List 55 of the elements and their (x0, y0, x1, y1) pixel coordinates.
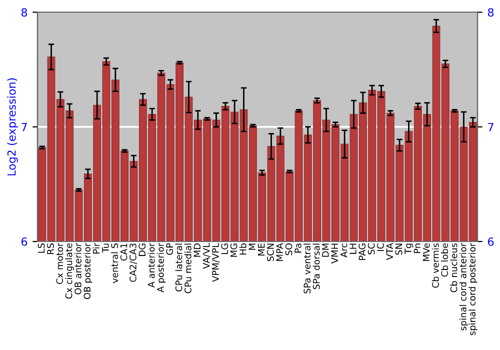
x-tick-label: Cb lobe (441, 243, 448, 277)
x-tick-label: Cb vermis (432, 243, 439, 288)
x-tick-label: ME (258, 243, 265, 256)
x-tick-label: VA/VL (202, 242, 210, 269)
x-tick-label: spinal cord anterior (459, 242, 468, 330)
x-tick-label: DM (322, 244, 329, 257)
x-tick-label: Pn (414, 244, 420, 254)
x-tick-label: VPM/VPL (212, 242, 220, 282)
x-tick-label: MD (194, 243, 200, 257)
x-tick-label: Tu (102, 244, 109, 253)
y-tick-label: 6 (21, 237, 28, 246)
x-tick-label: CPu medial (184, 244, 192, 294)
x-tick-label: SPa dorsal (312, 244, 320, 290)
x-tick-label: Pa (294, 244, 302, 253)
y2-tick-label: 7 (488, 122, 494, 132)
x-tick-label: Cx cingulate (65, 243, 74, 299)
x-tick-label: SPa ventral (304, 244, 311, 294)
y-tick-label: 8 (21, 8, 28, 17)
x-tick-label: SC (368, 243, 375, 254)
y2-tick-label: 6 (488, 237, 494, 246)
x-tick-label: LS (38, 243, 45, 253)
y-axis-title: Log2 (expression) (7, 78, 18, 176)
x-tick-label: RS (47, 243, 54, 254)
x-tick-label: GP (166, 243, 174, 255)
x-tick-label: IC (377, 243, 384, 251)
y-tick-label: 7 (22, 122, 27, 132)
x-tick-label: SO (285, 243, 292, 256)
x-tick-label: spinal cord posterior (468, 242, 478, 336)
x-tick-label: Tg (404, 244, 414, 254)
x-tick-label: Arc (340, 243, 348, 258)
x-tick-label: SN (395, 244, 402, 255)
x-tick-label: LH (350, 244, 356, 254)
x-tick-label: A posterior (156, 242, 166, 292)
x-tick-label: OB anterior (74, 242, 82, 294)
x-tick-label: PAG (358, 244, 366, 260)
x-tick-label: VTA (386, 242, 393, 260)
x-tick-label: Pir (92, 242, 100, 254)
x-tick-label: OB posterior (84, 242, 92, 300)
y2-tick-label: 8 (488, 8, 494, 17)
x-tick-label: LG (221, 244, 228, 254)
x-tick-label: SCN (267, 244, 274, 262)
x-tick-label: ventral S (111, 243, 118, 284)
x-tick-label: CA1 (120, 244, 128, 261)
x-tick-label: MVe (422, 243, 430, 261)
x-tick-label: DG (138, 244, 146, 256)
x-tick-label: M (248, 244, 256, 250)
x-tick-label: Hb (239, 243, 246, 255)
x-tick-label: VMH (331, 244, 338, 264)
x-tick-label: Cb nucleus (450, 243, 458, 292)
x-tick-label: MG (230, 244, 238, 257)
x-tick-label: A anterior (148, 242, 155, 288)
x-tick-label: MPA (276, 242, 283, 261)
x-tick-label: Cx motor (56, 242, 64, 284)
x-tick-label: CA2/CA3 (130, 244, 138, 282)
x-tick-label: CPu lateral (175, 244, 182, 292)
